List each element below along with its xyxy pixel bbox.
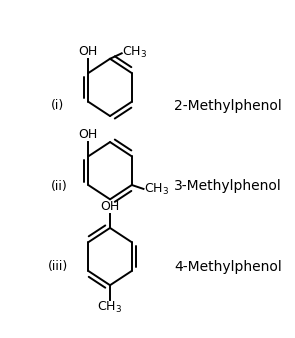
Text: (ii): (ii) [51,180,67,193]
Text: CH$_3$: CH$_3$ [144,182,169,197]
Text: (iii): (iii) [48,261,68,273]
Text: CH$_3$: CH$_3$ [122,45,147,61]
Text: (i): (i) [51,99,64,112]
Text: OH: OH [100,200,120,213]
Text: OH: OH [79,128,98,141]
Text: 4-Methylphenol: 4-Methylphenol [174,260,282,274]
Text: 3-Methylphenol: 3-Methylphenol [174,179,282,193]
Text: CH$_3$: CH$_3$ [97,300,123,315]
Text: 2-Methylphenol: 2-Methylphenol [174,99,282,113]
Text: OH: OH [79,45,98,58]
